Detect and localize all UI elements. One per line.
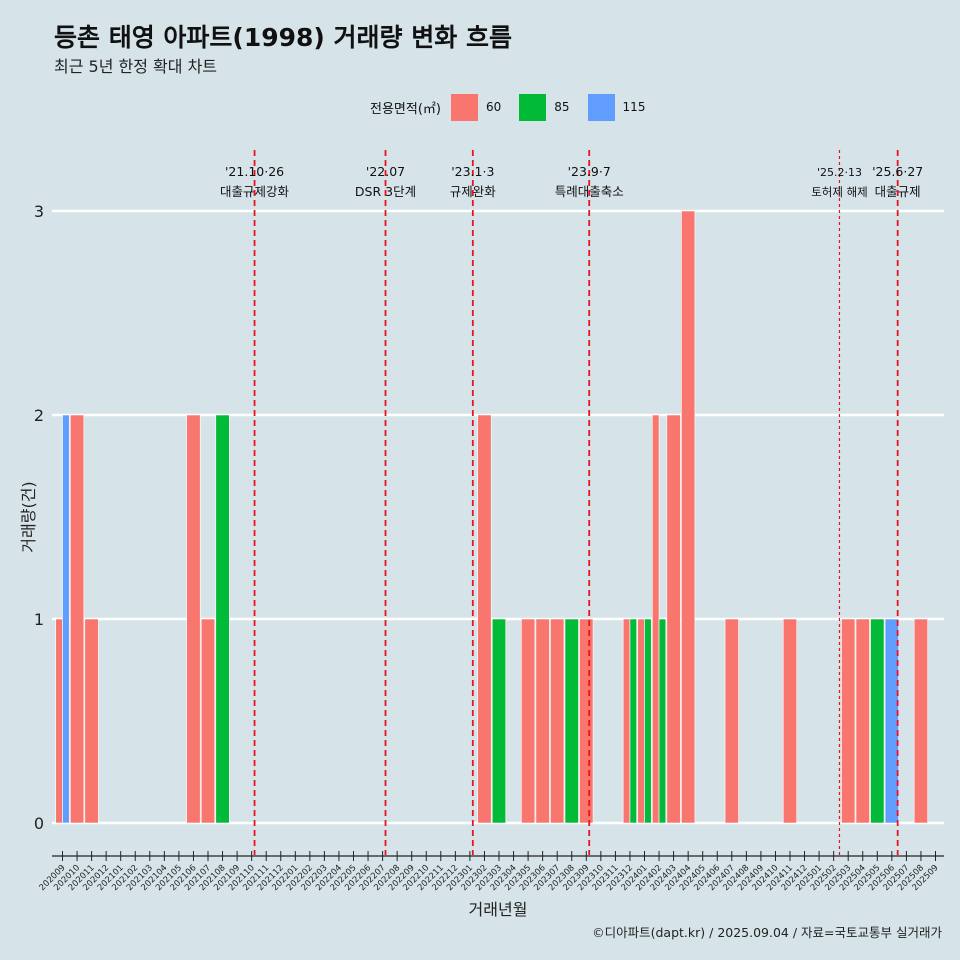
x-axis: 2020092020102020112020122021012021022021… [38,851,944,893]
bar-202404-60 [681,210,696,824]
bar-202402-85 [658,618,667,824]
y-tick-label: 1 [34,610,44,629]
bar-202504-60 [855,618,870,824]
x-axis-label: 거래년월 [469,900,528,919]
legend-title: 전용면적(㎡) [370,101,441,117]
bar-202106-60 [186,414,201,824]
bar-202309-60 [579,618,594,824]
event-date: '25.2·13 [817,166,862,179]
bar-202108-85 [215,414,230,824]
event-label: 대출규제강화 [220,184,290,199]
y-tick-label: 0 [34,814,44,833]
chart-title: 등촌 태영 아파트(1998) 거래량 변화 흐름 [54,23,512,52]
bar-202009-60 [55,618,63,824]
legend-label-60: 60 [485,100,502,114]
event-label: DSR 3단계 [355,184,416,199]
bar-202011-60 [84,618,99,824]
event-label: 특례대출축소 [555,184,624,199]
legend-key-115 [587,93,615,121]
event-date: '23.9·7 [568,164,611,179]
caption: ©디아파트(dapt.kr) / 2025.09.04 / 자료=국토교통부 실… [592,925,942,940]
bar-202302-60 [477,414,492,824]
event-label: 대출규제 [875,184,921,199]
y-axis-ticks: 0 1 2 3 [34,202,44,833]
bar-202308-85 [564,618,579,824]
bar-202403-60 [666,414,681,824]
event-lines: '21.10·26 대출규제강화 '22.07 DSR 3단계 '23.1·3 규제완화 '… [220,150,923,855]
bar-202107-60 [200,618,216,824]
legend-key-85 [519,93,547,121]
legend-key-60 [450,93,478,121]
bar-202508-60 [913,618,929,824]
bar-202307-60 [550,618,565,824]
event-label: 규제완화 [450,184,497,199]
legend-label-115: 115 [622,100,646,114]
bar-202010-60 [70,414,85,824]
event-date: '25.6·27 [872,164,923,179]
y-tick-label: 3 [34,202,44,221]
bar-202401-60 [637,618,645,824]
legend: 전용면적(㎡) 60 85 115 [370,93,663,121]
bar-202312-85 [629,618,638,824]
legend-label-85: 85 [554,100,570,114]
bar-202009-115 [62,414,70,824]
bar-202506-115 [884,618,899,824]
bar-202306-60 [535,618,550,824]
bar-202411-60 [782,618,798,824]
bar-202401-85 [644,618,652,824]
bar-202312-60 [622,618,631,824]
event-date: '23.1·3 [451,164,494,179]
chart-subtitle: 최근 5년 한정 확대 차트 [54,57,218,76]
bar-202505-85 [870,618,885,824]
bar-202407-60 [724,618,739,824]
bars [55,210,929,824]
event-label: 토허제 해제 [811,185,868,199]
bar-202402-60 [651,414,660,824]
y-axis-label: 거래량(건) [19,481,38,552]
bar-202303-85 [491,618,507,824]
bar-202503-60 [841,618,856,824]
y-tick-label: 2 [34,406,44,425]
event-date: '22.07 [366,164,405,179]
bar-202305-60 [521,618,536,824]
event-date: '21.10·26 [225,164,284,179]
